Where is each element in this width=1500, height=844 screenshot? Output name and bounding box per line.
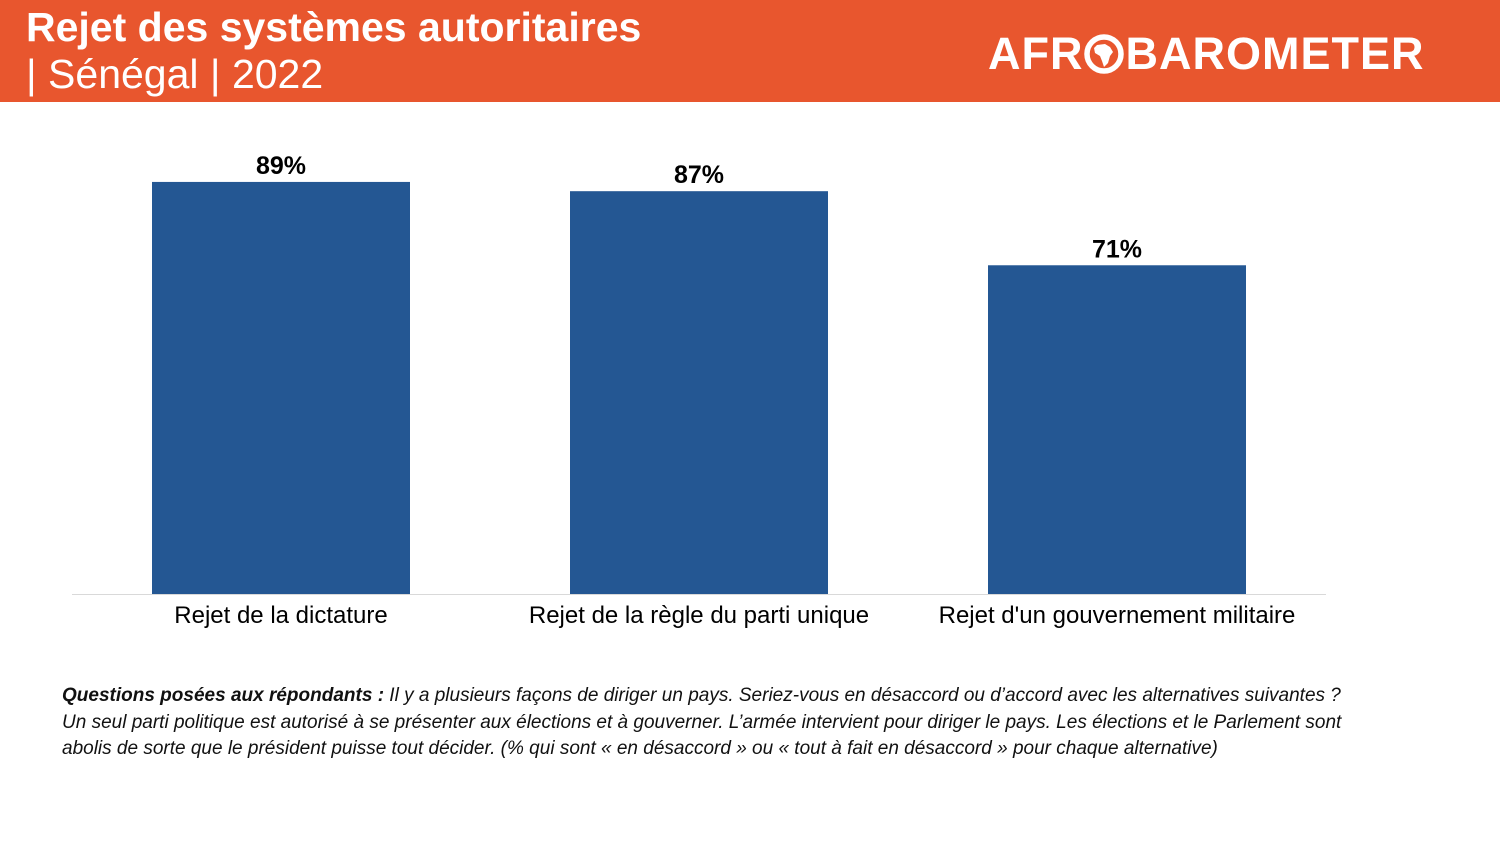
africa-globe-icon [1084, 34, 1125, 74]
category-tick-label: Rejet de la règle du parti unique [529, 602, 869, 629]
bar-chart-svg: 89% Rejet de la dictature 87% Rejet de la r… [72, 152, 1326, 629]
footnote-text: Il y a plusieurs façons de diriger un pa… [62, 685, 1342, 759]
footnote: Questions posées aux répondants : Il y a… [62, 683, 1362, 763]
bar [152, 181, 410, 594]
data-label: 71% [1092, 235, 1142, 263]
data-label: 87% [674, 161, 724, 189]
logo-text-left: AFR [988, 28, 1084, 79]
bar [570, 191, 828, 594]
footnote-lead: Questions posées aux répondants : [62, 685, 385, 706]
category-tick-label: Rejet de la dictature [174, 602, 387, 629]
bar [988, 265, 1246, 594]
bar-chart: 89% Rejet de la dictature 87% Rejet de la r… [0, 102, 1500, 662]
header-banner: Rejet des systèmes autoritaires | Sénéga… [0, 0, 1500, 102]
category-tick-label: Rejet d'un gouvernement militaire [939, 602, 1296, 629]
chart-subtitle: | Sénégal | 2022 [26, 51, 324, 97]
chart-title: Rejet des systèmes autoritaires [26, 4, 642, 50]
data-label: 89% [256, 152, 306, 180]
logo-text-right: BAROMETER [1125, 28, 1425, 79]
afrobarometer-logo: AFR BAROMETER [988, 28, 1425, 79]
